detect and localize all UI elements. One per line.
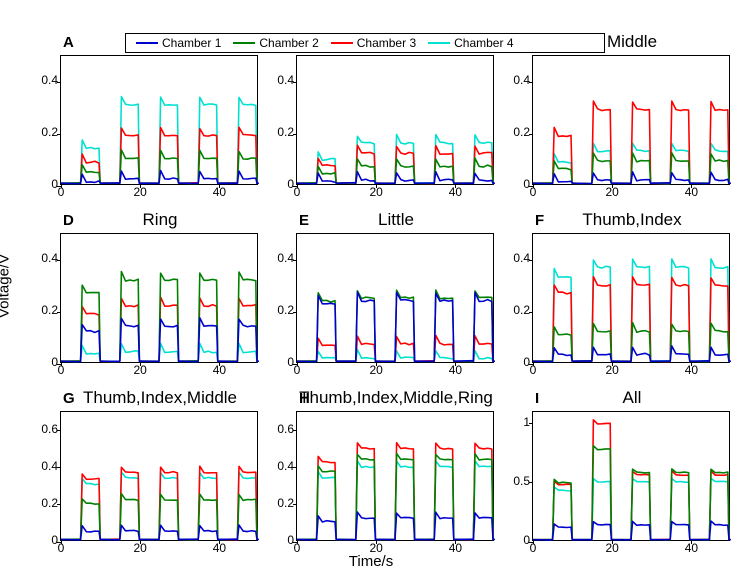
- panel-letter: E: [299, 212, 309, 229]
- plot-area: [61, 56, 257, 184]
- series-chamber1: [533, 172, 730, 184]
- legend-item: Chamber 1: [136, 36, 221, 50]
- panel-title: Thumb,Index: [582, 210, 681, 230]
- panel-letter: D: [63, 212, 74, 229]
- plot-area: [61, 234, 257, 362]
- ytick-label: 0.4: [513, 74, 533, 86]
- ytick-label: 0.4: [41, 252, 61, 264]
- legend-label: Chamber 4: [454, 36, 513, 50]
- plot-area: [297, 412, 493, 540]
- panel-letter: A: [63, 34, 74, 51]
- panel-letter: F: [535, 212, 544, 229]
- plot-area: [297, 234, 493, 362]
- panel-title: Little: [378, 210, 414, 230]
- panel-H: HThumb,Index,Middle,Ring00.20.40.602040: [296, 411, 494, 541]
- legend-swatch: [331, 42, 353, 44]
- plot-area: [297, 56, 493, 184]
- x-axis-label: Time/s: [349, 553, 393, 570]
- ytick-label: 0.2: [277, 126, 297, 138]
- plot-area: [533, 412, 729, 540]
- ytick-label: 0.5: [513, 475, 533, 487]
- legend-item: Chamber 2: [233, 36, 318, 50]
- plot-area: [533, 234, 729, 362]
- ytick-label: 0.6: [277, 423, 297, 435]
- figure-root: Voltage/V Time/s AThumb00.20.402040 BInde…: [0, 0, 742, 572]
- legend-swatch: [428, 42, 450, 44]
- series-chamber1: [297, 292, 494, 362]
- legend-item: Chamber 3: [331, 36, 416, 50]
- ytick-label: 1: [523, 416, 533, 428]
- legend-label: Chamber 2: [259, 36, 318, 50]
- series-chamber1: [61, 318, 258, 362]
- panel-title: Ring: [143, 210, 178, 230]
- ytick-label: 0.4: [277, 74, 297, 86]
- panel-D: DRing00.20.402040: [60, 233, 258, 363]
- ytick-label: 0.4: [41, 74, 61, 86]
- ytick-label: 0.4: [41, 460, 61, 472]
- panel-B: BIndex00.20.402040: [296, 55, 494, 185]
- panel-title: Thumb,Index,Middle,Ring: [299, 388, 493, 408]
- panel-letter: G: [63, 390, 75, 407]
- panel-A: AThumb00.20.402040: [60, 55, 258, 185]
- legend-item: Chamber 4: [428, 36, 513, 50]
- panel-C: CMiddle00.20.402040: [532, 55, 730, 185]
- panel-G: GThumb,Index,Middle00.20.40.602040: [60, 411, 258, 541]
- plot-area: [61, 412, 257, 540]
- ytick-label: 0.4: [277, 460, 297, 472]
- ytick-label: 0.4: [277, 252, 297, 264]
- ytick-label: 0.2: [41, 497, 61, 509]
- legend-label: Chamber 1: [162, 36, 221, 50]
- y-axis-label: Voltage/V: [0, 254, 13, 318]
- panel-F: FThumb,Index00.20.402040: [532, 233, 730, 363]
- ytick-label: 0.2: [277, 304, 297, 316]
- legend-label: Chamber 3: [357, 36, 416, 50]
- ytick-label: 0.2: [277, 497, 297, 509]
- ytick-label: 0.2: [41, 126, 61, 138]
- plot-area: [533, 56, 729, 184]
- panel-I: IAll00.5102040: [532, 411, 730, 541]
- panel-title: All: [623, 388, 642, 408]
- series-chamber1: [61, 525, 258, 540]
- ytick-label: 0.2: [513, 126, 533, 138]
- ytick-label: 0.2: [513, 304, 533, 316]
- series-chamber1: [533, 521, 730, 540]
- ytick-label: 0.4: [513, 252, 533, 264]
- panel-title: Middle: [607, 32, 657, 52]
- panel-E: ELittle00.20.402040: [296, 233, 494, 363]
- legend-swatch: [136, 42, 158, 44]
- legend: Chamber 1 Chamber 2 Chamber 3 Chamber 4: [125, 33, 605, 53]
- panel-title: Thumb,Index,Middle: [83, 388, 237, 408]
- legend-swatch: [233, 42, 255, 44]
- ytick-label: 0.2: [41, 304, 61, 316]
- ytick-label: 0.6: [41, 423, 61, 435]
- panel-letter: I: [535, 390, 539, 407]
